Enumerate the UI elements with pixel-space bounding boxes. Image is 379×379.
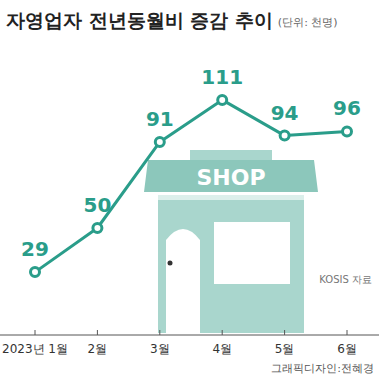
shop-wall (158, 195, 304, 333)
x-tick (222, 330, 223, 335)
credit: 그래픽디자인:전혜경 (271, 362, 374, 375)
x-tick-label: 2월 (88, 342, 108, 356)
source: KOSIS 자료 (319, 274, 372, 285)
point (31, 268, 40, 277)
series-group (31, 95, 352, 276)
shop-text: SHOP (196, 165, 265, 190)
point (93, 224, 102, 233)
x-tick (35, 330, 36, 335)
point (280, 131, 289, 140)
x-tick-label: 6월 (337, 342, 357, 356)
x-tick-label: 4월 (212, 342, 232, 356)
data-label: 29 (21, 237, 49, 261)
x-tick-label: 5월 (275, 342, 295, 356)
shop-icon: SHOP (144, 150, 318, 333)
point (343, 127, 352, 136)
chart-root: 자영업자 전년동월비 증감 추이 (단위: 천명) SHOP KOSIS 자료 2023… (0, 0, 379, 379)
data-label: 50 (83, 193, 111, 217)
chart-svg: 자영업자 전년동월비 증감 추이 (단위: 천명) SHOP KOSIS 자료 2023… (0, 0, 379, 379)
shop-sign-top (190, 150, 272, 160)
shop-window (214, 222, 290, 284)
point (218, 95, 227, 104)
door-knob (168, 261, 173, 266)
x-tick (347, 330, 348, 335)
line (35, 100, 347, 272)
data-label: 96 (333, 96, 361, 120)
subtitle: (단위: 천명) (278, 16, 338, 29)
x-tick-label: 3월 (150, 342, 170, 356)
x-tick-label: 2023년 1월 (2, 342, 68, 356)
x-tick (284, 330, 285, 335)
shop-awning (144, 160, 318, 192)
point (155, 137, 164, 146)
title: 자영업자 전년동월비 증감 추이 (6, 9, 273, 31)
shop-door (166, 229, 200, 333)
x-tick (97, 330, 98, 335)
shop-band (158, 192, 304, 200)
data-label: 111 (201, 65, 243, 89)
x-axis (0, 335, 379, 336)
data-label: 94 (271, 101, 299, 125)
x-tick (159, 330, 160, 335)
data-label: 91 (146, 107, 174, 131)
